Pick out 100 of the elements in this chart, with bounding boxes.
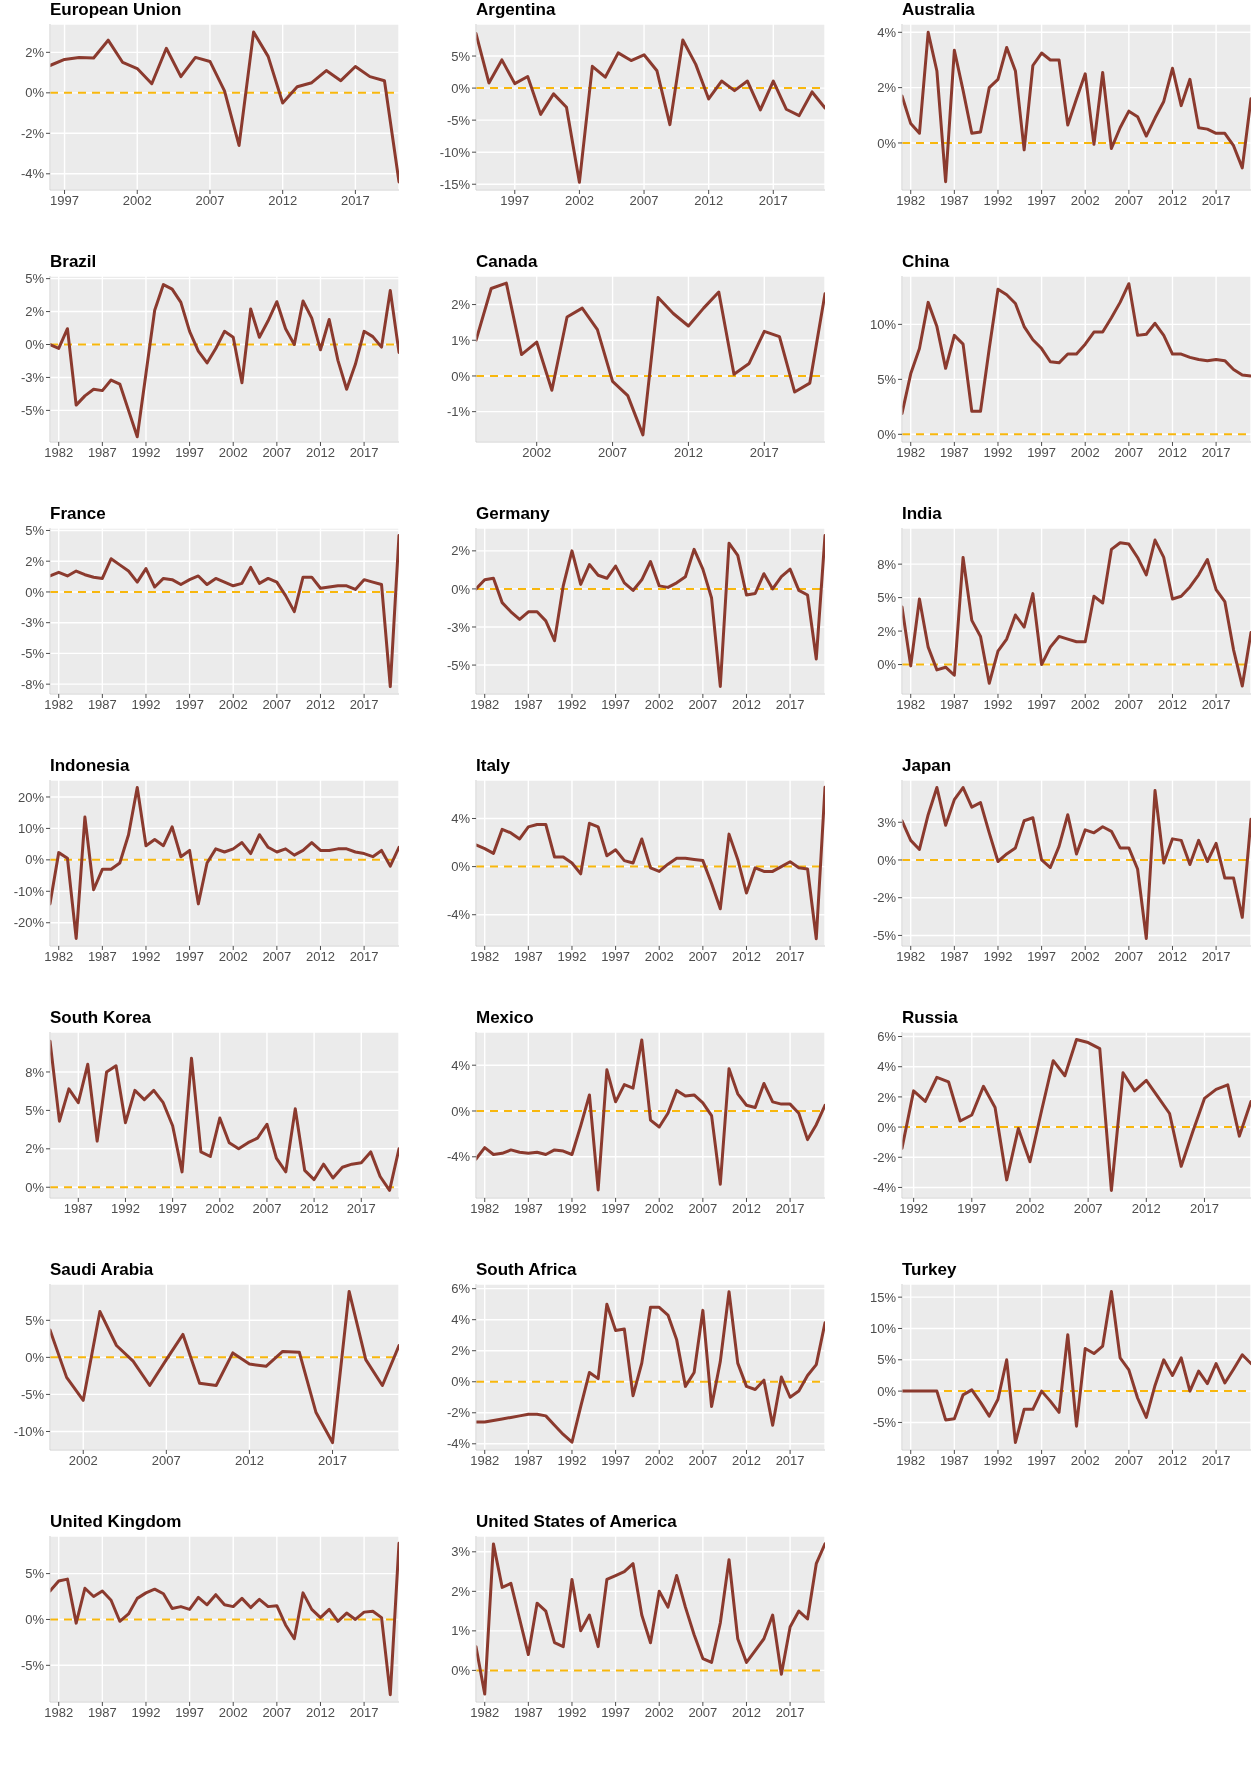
- x-tick-label: 2002: [205, 1201, 235, 1217]
- x-tick-label: 1992: [557, 1201, 587, 1217]
- x-tick-label: 1987: [87, 697, 117, 713]
- y-tick-label: 5%: [25, 1312, 45, 1328]
- x-tick-label: 2012: [732, 1705, 761, 1721]
- x-tick-label: 1997: [957, 1201, 987, 1217]
- y-tick-label: 5%: [25, 1103, 45, 1118]
- y-tick-label: 0%: [877, 852, 897, 868]
- y-tick-label: -4%: [446, 907, 471, 923]
- x-tick-label: 2017: [749, 445, 779, 461]
- line-series: [50, 786, 399, 940]
- chart-title: United Kingdom: [49, 1512, 183, 1533]
- x-tick-label: 1987: [939, 193, 969, 209]
- x-tick-label: 2007: [1114, 949, 1144, 965]
- x-tick-label: 1982: [896, 445, 926, 461]
- x-tick-label: 2012: [1158, 193, 1187, 209]
- x-tick-label: 2012: [732, 697, 761, 713]
- y-tick-label: 0%: [451, 581, 471, 597]
- x-tick-label: 1982: [470, 1453, 500, 1469]
- chart-title: European Union: [49, 0, 183, 21]
- x-tick-label: 2002: [218, 1705, 248, 1721]
- line-series: [50, 1541, 399, 1697]
- x-tick-label: 2017: [758, 193, 788, 209]
- x-tick-label: 2002: [218, 445, 248, 461]
- y-tick-label: 5%: [25, 1566, 45, 1582]
- line-series: [476, 32, 825, 184]
- x-tick-label: 2017: [1201, 1453, 1231, 1469]
- x-tick-label: 2017: [775, 1201, 805, 1217]
- chart-title: Japan: [901, 756, 953, 777]
- y-tick-label: 0%: [451, 368, 471, 384]
- y-tick-label: -4%: [872, 1180, 897, 1196]
- line-series: [50, 283, 399, 439]
- x-tick-label: 1982: [44, 1705, 74, 1721]
- y-tick-label: 0%: [877, 1119, 897, 1135]
- x-tick-label: 2002: [1070, 949, 1100, 965]
- x-tick-label: 1982: [44, 445, 74, 461]
- x-tick-label: 2007: [688, 949, 718, 965]
- x-tick-label: 1987: [87, 949, 117, 965]
- x-tick-label: 2007: [262, 697, 292, 713]
- y-tick-label: 0%: [877, 657, 897, 673]
- x-tick-label: 1992: [131, 949, 161, 965]
- x-tick-label: 2002: [644, 949, 674, 965]
- line-series: [476, 1542, 825, 1696]
- x-tick-label: 1997: [175, 697, 205, 713]
- x-tick-label: 2007: [1114, 1453, 1144, 1469]
- chart-title: South Korea: [49, 1008, 153, 1029]
- x-tick-label: 2012: [732, 1201, 761, 1217]
- line-series: [902, 538, 1251, 688]
- x-tick-label: 2002: [1070, 697, 1100, 713]
- x-tick-label: 2012: [1158, 949, 1187, 965]
- x-tick-label: 1997: [1027, 697, 1057, 713]
- chart-title: Indonesia: [49, 756, 131, 777]
- y-tick-label: 3%: [451, 1544, 471, 1560]
- x-tick-label: 1987: [87, 445, 117, 461]
- y-tick-label: 0%: [877, 1383, 897, 1399]
- x-tick-label: 2002: [218, 697, 248, 713]
- x-tick-label: 1982: [896, 697, 926, 713]
- y-tick-label: -2%: [872, 1149, 897, 1165]
- y-tick-label: 2%: [25, 304, 45, 320]
- x-tick-label: 2007: [252, 1201, 282, 1217]
- chart-title: France: [50, 504, 106, 523]
- x-tick-label: 1992: [131, 697, 161, 713]
- chart-title: Russia: [901, 1008, 959, 1029]
- y-tick-label: 0%: [25, 85, 45, 101]
- y-tick-label: 4%: [451, 1057, 471, 1073]
- y-tick-label: 0%: [451, 1374, 471, 1390]
- y-tick-label: 10%: [869, 1321, 897, 1337]
- x-tick-label: 2002: [564, 193, 594, 209]
- x-tick-label: 2012: [673, 445, 703, 461]
- line-series: [476, 1290, 825, 1444]
- y-tick-label: -5%: [872, 1415, 897, 1431]
- x-tick-label: 1997: [175, 1705, 205, 1721]
- y-tick-label: 6%: [451, 1281, 471, 1297]
- x-tick-label: 1997: [500, 193, 530, 209]
- x-tick-label: 2002: [644, 1453, 674, 1469]
- x-tick-label: 1987: [939, 949, 969, 965]
- chart-title: South Africa: [475, 1260, 578, 1281]
- y-tick-label: 2%: [451, 543, 471, 559]
- chart-title: India: [901, 504, 943, 525]
- line-series: [902, 282, 1251, 415]
- x-tick-label: 1992: [983, 193, 1013, 209]
- chart-title: Australia: [901, 0, 976, 21]
- y-tick-label: 5%: [877, 1352, 897, 1368]
- x-tick-label: 1987: [513, 1453, 543, 1469]
- y-tick-label: 0%: [25, 852, 45, 868]
- line-series: [902, 1038, 1251, 1192]
- x-tick-label: 2007: [688, 697, 718, 713]
- y-tick-label: 4%: [451, 1312, 471, 1328]
- y-tick-label: 10%: [17, 821, 45, 837]
- x-tick-label: 1982: [896, 193, 926, 209]
- chart-title: Mexico: [475, 1008, 535, 1029]
- line-series: [50, 1289, 399, 1445]
- x-tick-label: 2012: [299, 1201, 329, 1217]
- x-tick-label: 1992: [557, 949, 587, 965]
- line-series: [50, 533, 399, 689]
- y-tick-label: 2%: [451, 297, 471, 313]
- x-tick-label: 2017: [775, 1453, 805, 1469]
- y-tick-label: 2%: [25, 44, 45, 60]
- y-tick-label: -5%: [446, 657, 471, 673]
- y-tick-label: 2%: [451, 1583, 471, 1599]
